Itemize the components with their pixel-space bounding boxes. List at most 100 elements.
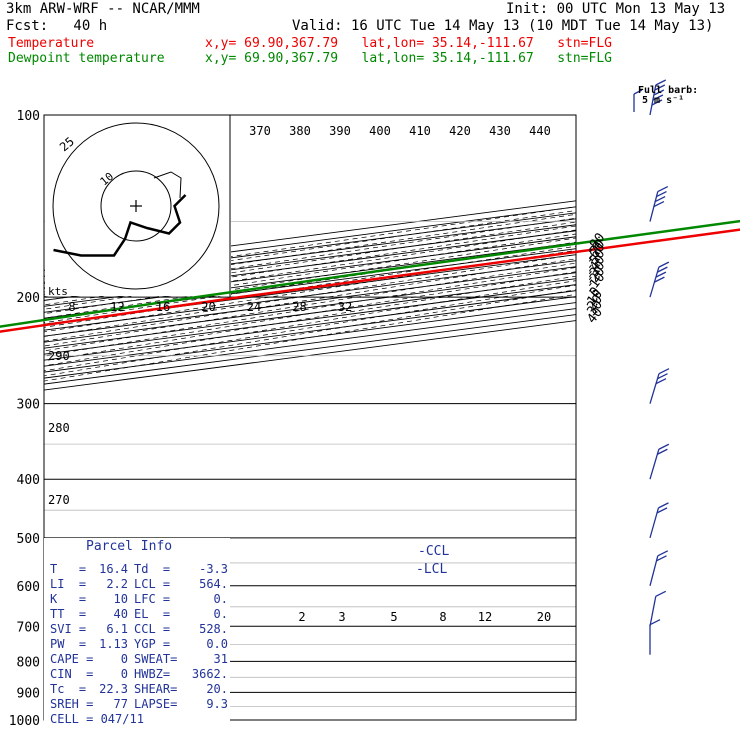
wind-barb-flag <box>649 619 661 626</box>
parcel-info-cell: 22.3 <box>99 682 128 696</box>
mixing-ratio-label: 5 <box>390 610 397 624</box>
parcel-info-cell: K = <box>50 592 87 606</box>
wind-barb-flag <box>658 261 670 268</box>
parcel-info-cell: LCL = <box>134 577 171 591</box>
init-time: Init: 00 UTC Mon 13 May 13 <box>506 1 726 17</box>
legend-dewpoint-name: Dewpoint temperature <box>8 51 165 66</box>
parcel-info-cell: 40 <box>113 607 128 621</box>
legend-dewpoint-info: x,y= 69.90,367.79 lat,lon= 35.14,-111.67… <box>205 51 612 66</box>
parcel-info-cell: 9.3 <box>206 697 228 711</box>
parcel-info-cell: EL = <box>134 607 171 621</box>
parcel-info-cell: 528. <box>199 622 228 636</box>
wind-barb-flag <box>657 373 668 380</box>
theta-e-label: 420 <box>449 124 471 138</box>
parcel-info-row: Tc = 22.3 SHEAR= 20. <box>50 682 230 697</box>
wind-barb-flag <box>655 590 667 597</box>
isotherm <box>44 212 576 283</box>
wind-barb-flag <box>657 550 669 557</box>
parcel-info-row: CIN = 0 HWBZ= 3662. <box>50 667 230 682</box>
theta-e-label: 440 <box>529 124 551 138</box>
wind-barb <box>649 596 657 627</box>
parcel-info-cell: SVI = <box>50 622 87 636</box>
wind-barb-flag <box>655 378 667 385</box>
parcel-info-cell: T = <box>50 562 87 576</box>
parcel-info-cell: 0. <box>213 592 228 606</box>
parcel-info-row: SREH = 77 LAPSE= 9.3 <box>50 697 230 712</box>
axis-labels: 1002003004005006007008009001000-80-70-60… <box>9 109 609 729</box>
wind-barb-flag <box>653 89 665 96</box>
parcel-info-row: SVI = 6.1 CCL = 528. <box>50 622 230 637</box>
parcel-info-title: Parcel Info <box>86 539 173 554</box>
model-title: 3km ARW-WRF -- NCAR/MMM <box>6 1 200 17</box>
mixing-ratio-label: 20 <box>537 610 551 624</box>
wind-barb-flag <box>654 195 666 203</box>
parcel-info-cell: 6.1 <box>106 622 128 636</box>
wind-barb-flag <box>653 200 665 208</box>
parcel-info-cell: 3662. <box>191 667 228 681</box>
parcel-info-cell: YGP = <box>134 637 171 651</box>
parcel-info-row: K = 10 LFC = 0. <box>50 592 230 607</box>
barb-legend-sample-flag <box>633 89 643 95</box>
wind-barb-flag <box>652 94 664 101</box>
ccl-marker: -CCL <box>418 544 450 559</box>
wind-barb-flag <box>656 555 667 562</box>
parcel-info-row: CAPE = 0 SWEAT= 31 <box>50 652 230 667</box>
wind-barb-flag <box>656 190 667 198</box>
wind-barbs <box>633 79 670 655</box>
parcel-info-cell: SREH = <box>50 697 94 711</box>
hodograph-trace <box>53 194 187 257</box>
parcel-info-cell: PW = <box>50 637 87 651</box>
speed-label: 24 <box>247 300 261 314</box>
parcel-info-cell: 2.2 <box>106 577 128 591</box>
barb-legend-value: 5 m s⁻¹ <box>642 95 685 106</box>
parcel-info-cell: 564. <box>199 577 228 591</box>
parcel-info-cell: CCL = <box>134 622 171 636</box>
wind-barb-flag <box>651 99 663 106</box>
parcel-info-cell: CIN = <box>50 667 94 681</box>
parcel-info-cell: 31 <box>213 652 228 666</box>
parcel-info-row: LI = 2.2 LCL = 564. <box>50 577 230 592</box>
parcel-info-cell: Tc = <box>50 682 87 696</box>
pressure-tick-label: 700 <box>17 620 40 635</box>
parcel-info-cell: 77 <box>113 697 128 711</box>
parcel-info-cell: 0. <box>213 607 228 621</box>
pressure-tick-label: 1000 <box>9 714 40 729</box>
wind-barb-flag <box>654 84 666 91</box>
isotherm <box>44 206 576 277</box>
pressure-tick-label: 200 <box>17 291 40 306</box>
wind-barb-flag <box>657 266 668 273</box>
wind-barb-flag <box>655 79 667 86</box>
speed-label: 32 <box>338 300 352 314</box>
legend-temperature-name: Temperature <box>8 36 95 51</box>
adiabat-label: 290 <box>48 349 70 363</box>
speed-label: 20 <box>201 300 215 314</box>
hodograph-storm-motion <box>153 171 182 199</box>
parcel-info-cell: TT = <box>50 607 87 621</box>
theta-e-label: 380 <box>289 124 311 138</box>
parcel-info-panel: Parcel Info T = 16.4 Td = -3.3 LI = 2.2 LCL = 5… <box>44 538 230 726</box>
barb-legend-title: Full barb: <box>638 85 699 96</box>
parcel-info-cell: Td = <box>134 562 171 576</box>
pressure-tick-label: 500 <box>17 532 40 547</box>
valid-time: Valid: 16 UTC Tue 14 May 13 (10 MDT Tue … <box>292 18 714 34</box>
mixing-ratio-label: 2 <box>298 610 305 624</box>
mixing-ratio-label: 8 <box>439 610 446 624</box>
adiabat-label: 280 <box>48 421 70 435</box>
wind-barb-flag <box>658 443 670 450</box>
parcel-info-cell: SHEAR= <box>134 682 178 696</box>
speed-label: 12 <box>110 300 124 314</box>
pressure-tick-label: 600 <box>17 580 40 595</box>
parcel-info-row: PW = 1.13 YGP = 0.0 <box>50 637 230 652</box>
lcl-marker: -LCL <box>416 562 448 577</box>
wind-barb-flag <box>657 448 668 455</box>
parcel-info-cell: LFC = <box>134 592 171 606</box>
mixing-ratio-label: 12 <box>478 610 492 624</box>
wind-barb-flag <box>658 368 670 375</box>
parcel-info-row: T = 16.4 Td = -3.3 <box>50 562 230 577</box>
wind-barb-flag <box>654 276 665 283</box>
parcel-info-cell: CAPE = <box>50 652 94 666</box>
wind-barb-flag <box>658 502 669 509</box>
parcel-info-cell: LAPSE= <box>134 697 178 711</box>
isotherm <box>44 200 576 271</box>
